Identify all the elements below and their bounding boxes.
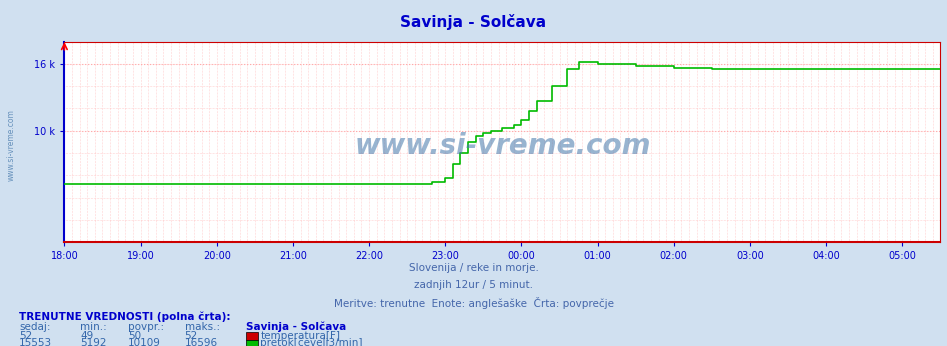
- Text: povpr.:: povpr.:: [128, 322, 164, 332]
- Text: pretok[čevelj3/min]: pretok[čevelj3/min]: [260, 338, 363, 346]
- Text: 52: 52: [185, 331, 198, 340]
- Text: maks.:: maks.:: [185, 322, 220, 332]
- Text: www.si-vreme.com: www.si-vreme.com: [354, 132, 651, 160]
- Text: temperatura[F]: temperatura[F]: [260, 331, 340, 340]
- Text: 52: 52: [19, 331, 32, 340]
- Text: 49: 49: [80, 331, 94, 340]
- Text: Meritve: trenutne  Enote: anglešaške  Črta: povprečje: Meritve: trenutne Enote: anglešaške Črta…: [333, 297, 614, 309]
- Text: 50: 50: [128, 331, 141, 340]
- Text: zadnjih 12ur / 5 minut.: zadnjih 12ur / 5 minut.: [414, 281, 533, 290]
- Text: sedaj:: sedaj:: [19, 322, 50, 332]
- Text: 16596: 16596: [185, 338, 218, 346]
- Text: Slovenija / reke in morje.: Slovenija / reke in morje.: [408, 263, 539, 273]
- Text: min.:: min.:: [80, 322, 107, 332]
- Text: 5192: 5192: [80, 338, 107, 346]
- Text: 10109: 10109: [128, 338, 161, 346]
- Text: Savinja - Solčava: Savinja - Solčava: [401, 15, 546, 30]
- Text: TRENUTNE VREDNOSTI (polna črta):: TRENUTNE VREDNOSTI (polna črta):: [19, 311, 230, 322]
- Text: 15553: 15553: [19, 338, 52, 346]
- Text: www.si-vreme.com: www.si-vreme.com: [7, 109, 16, 181]
- Text: Savinja - Solčava: Savinja - Solčava: [246, 322, 347, 332]
